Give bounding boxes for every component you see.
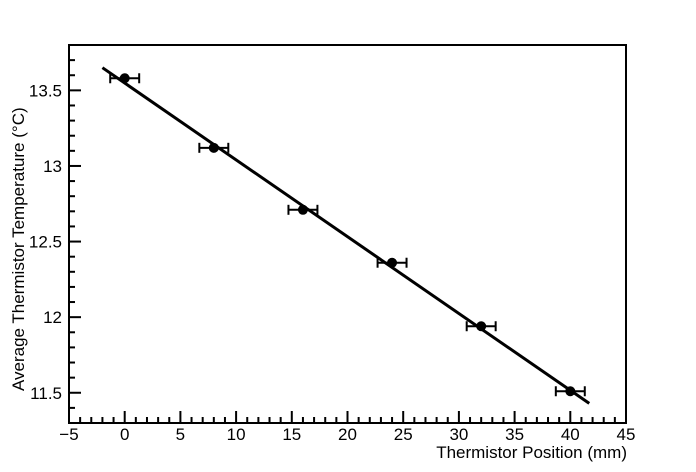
x-tick-label: 30	[449, 425, 468, 444]
y-tick-label: 11.5	[30, 384, 62, 403]
fit-line	[101, 66, 591, 405]
x-tick-label: 5	[176, 425, 185, 444]
y-tick-label: 13.5	[29, 81, 62, 100]
data-point-marker	[476, 321, 487, 332]
data-point-marker	[387, 257, 398, 268]
x-tick-label: 45	[617, 425, 636, 444]
y-tick-label: 12	[43, 308, 62, 327]
y-tick-label: 12.5	[29, 233, 62, 252]
x-tick-label: 20	[338, 425, 357, 444]
x-tick-label: 40	[561, 425, 580, 444]
data-point-marker	[119, 73, 130, 84]
x-tick-label: 15	[282, 425, 301, 444]
x-tick-label: 35	[505, 425, 524, 444]
plot-layer: −5 0 5 10 15 20 25 30 35 40 45 11.5 12 12.5 13 13.5	[29, 44, 636, 444]
x-axis-title: Thermistor Position (mm)	[436, 443, 627, 462]
x-tick-label: 0	[120, 425, 129, 444]
data-point-marker	[565, 386, 576, 397]
x-tick-label: 10	[227, 425, 246, 444]
x-tick-label: −5	[59, 425, 78, 444]
data-point-marker	[297, 204, 308, 215]
data-point-marker	[208, 142, 219, 153]
y-tick-label: 13	[43, 157, 62, 176]
y-axis-title: Average Thermistor Temperature (°C)	[9, 107, 28, 391]
x-tick-label: 25	[394, 425, 413, 444]
